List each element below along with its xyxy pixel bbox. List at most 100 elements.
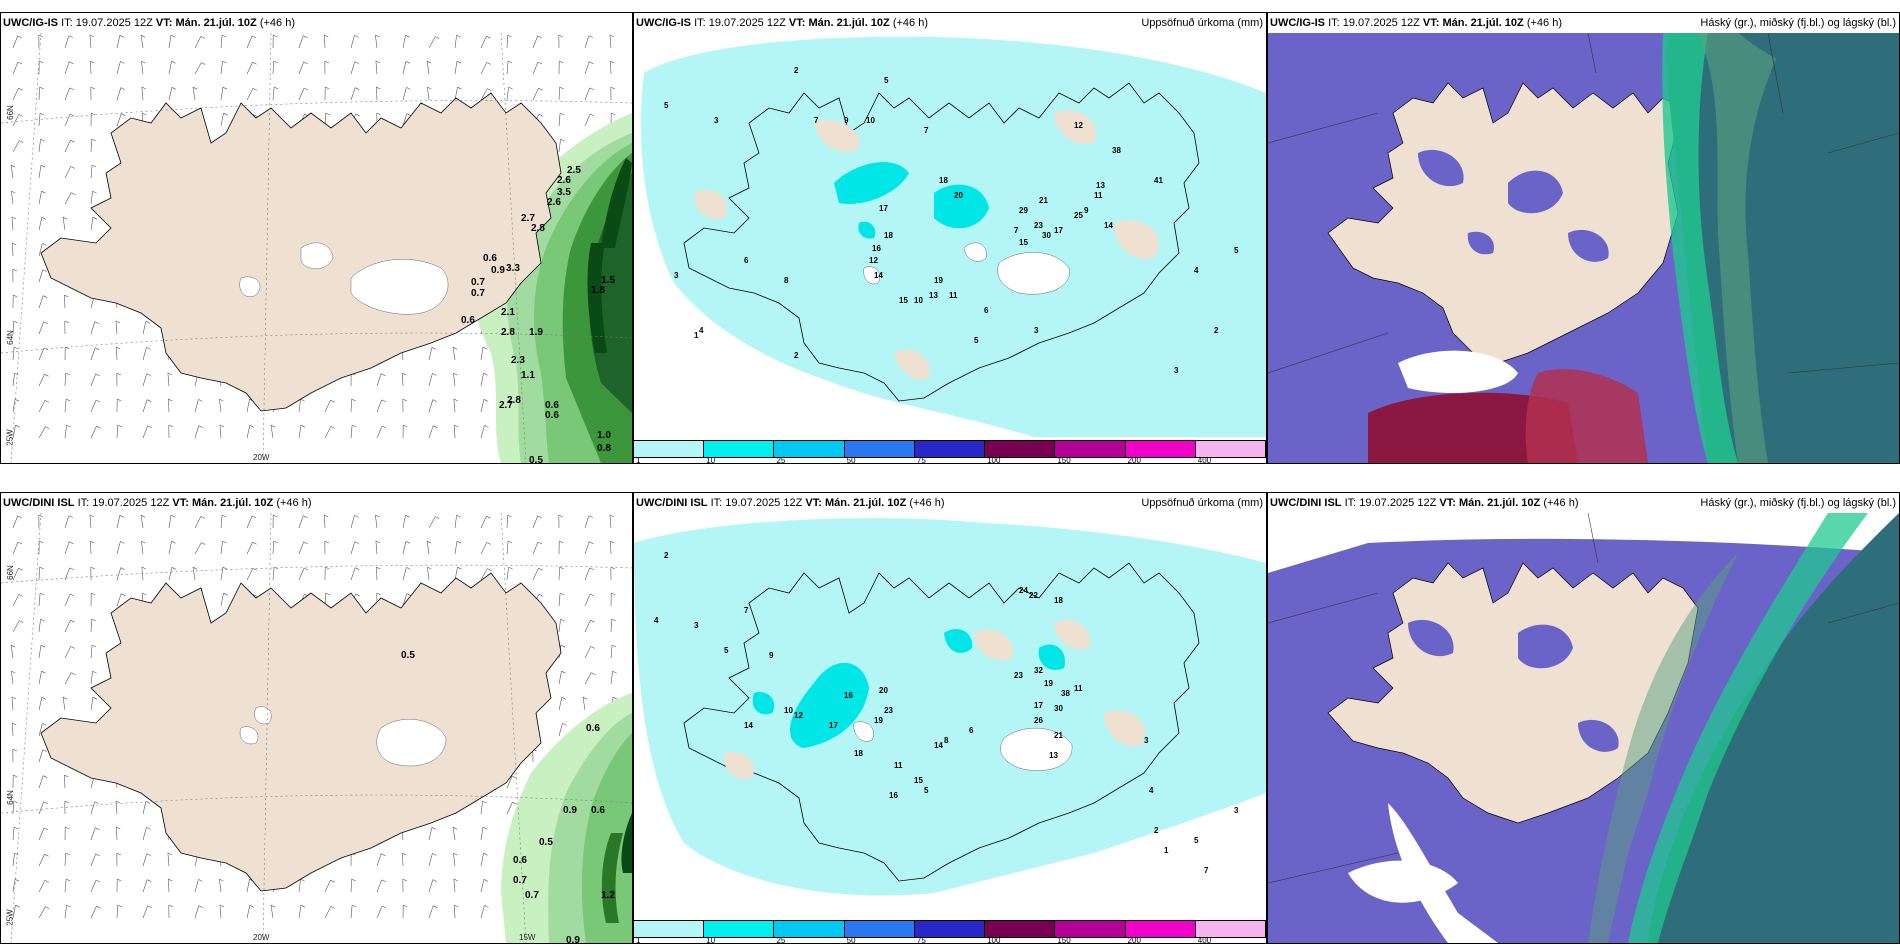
wind-barb-flag xyxy=(486,542,492,545)
value-label: 13 xyxy=(1049,751,1058,760)
wind-barb xyxy=(220,87,224,101)
wind-barb xyxy=(506,802,513,815)
wind-barb xyxy=(116,593,122,607)
wind-barb xyxy=(90,321,96,335)
wind-barb xyxy=(64,87,70,101)
wind-barb-flag xyxy=(117,878,122,882)
wind-barb xyxy=(142,801,147,815)
wind-barb-flag xyxy=(68,515,73,518)
wind-barb-flag xyxy=(15,904,20,908)
wind-barb xyxy=(350,87,356,101)
wind-barb xyxy=(116,346,118,361)
wind-barb xyxy=(480,36,487,49)
wind-barb-flag xyxy=(192,86,198,90)
wind-barb xyxy=(376,373,382,387)
value-label: 7 xyxy=(1204,866,1209,875)
wind-barb-flag xyxy=(351,878,356,882)
wind-barb-flag xyxy=(273,34,278,38)
wind-barb xyxy=(246,425,251,439)
wind-barb-flag xyxy=(222,566,228,570)
wind-barb-flag xyxy=(14,852,19,856)
wind-barb xyxy=(270,905,274,919)
wind-barb-flag xyxy=(44,880,50,883)
wind-barb-flag xyxy=(91,644,97,648)
value-label: 17 xyxy=(1054,226,1063,235)
wind-barb xyxy=(558,723,563,737)
wind-barb xyxy=(558,671,562,685)
wind-barb xyxy=(12,905,16,919)
wind-barb xyxy=(298,515,304,529)
wind-barb-flag xyxy=(147,399,152,402)
wind-barb-flag xyxy=(66,424,71,428)
wind-barb xyxy=(12,140,20,153)
it-time: 19.07.2025 12Z xyxy=(75,17,153,29)
wind-barb xyxy=(90,671,93,685)
wind-barb-flag xyxy=(38,34,43,38)
panel-precip-igis: UWC/IG-IS IT: 19.07.2025 12Z VT: Mán. 21… xyxy=(633,12,1267,464)
value-label: 1 xyxy=(1164,846,1169,855)
value-label: 13 xyxy=(1096,181,1105,190)
value-label: 1.2 xyxy=(601,890,615,901)
legend-swatch xyxy=(1125,921,1196,937)
wind-barb xyxy=(62,217,66,231)
map-area: 0.5 0.6 0.9 0.6 0.5 0.6 0.7 0.7 1.2 0.9 66N 64N 2… xyxy=(1,513,632,943)
wind-barb xyxy=(64,61,70,75)
wind-barb-flag xyxy=(330,879,335,883)
wind-barb xyxy=(298,35,304,49)
wind-barb xyxy=(167,372,170,387)
wind-barb-flag xyxy=(41,190,46,194)
wind-barb xyxy=(532,568,539,581)
wind-barb-flag xyxy=(12,748,17,752)
precip-legend: 1 10 25 50 75 100 150 200 400 xyxy=(634,917,1266,943)
wind-barb-flag xyxy=(612,670,617,674)
wind-barb xyxy=(64,567,70,581)
wind-barb xyxy=(350,904,353,919)
wind-barb-flag xyxy=(558,514,563,518)
legend-colorbar xyxy=(634,920,1266,938)
wind-barb-flag xyxy=(456,514,461,518)
wind-barb-flag xyxy=(95,879,101,883)
wind-barb xyxy=(402,567,407,581)
lon-label-25: 25W xyxy=(5,429,15,446)
value-label: 0.9 xyxy=(566,935,580,943)
wind-barb-flag xyxy=(18,567,23,571)
wind-barb-flag xyxy=(273,60,278,64)
wind-barb xyxy=(298,399,301,413)
wind-barb-flag xyxy=(375,514,380,518)
green-gust-field xyxy=(472,113,632,463)
wind-barb-flag xyxy=(40,618,45,622)
wind-barb-flag xyxy=(39,592,45,596)
wind-barb xyxy=(428,347,433,361)
wind-barb xyxy=(350,567,356,581)
wind-barb-flag xyxy=(427,86,432,90)
wind-barb-flag xyxy=(19,620,24,623)
wind-barb-flag xyxy=(69,61,74,64)
wind-barb-flag xyxy=(324,540,329,544)
value-label: 0.6 xyxy=(545,400,559,411)
wind-barb xyxy=(167,852,170,867)
wind-barb-flag xyxy=(453,372,458,376)
wind-barb xyxy=(12,373,15,387)
wind-barb-flag xyxy=(95,399,101,403)
wind-barb-flag xyxy=(70,619,75,623)
wind-barb xyxy=(428,879,434,893)
it-label: IT: xyxy=(710,497,723,509)
wind-barb xyxy=(64,192,72,205)
value-label: 17 xyxy=(829,721,838,730)
value-label: 9 xyxy=(769,651,774,660)
wind-barb-flag xyxy=(402,878,407,882)
value-label: 8 xyxy=(944,736,949,745)
legend-swatch xyxy=(914,921,986,937)
wind-barb-flag xyxy=(537,61,543,65)
wind-barb xyxy=(246,62,253,75)
wind-barb xyxy=(12,879,16,893)
wind-barb-flag xyxy=(324,514,329,518)
wind-barb xyxy=(298,541,304,555)
wind-barb-flag xyxy=(201,542,206,545)
wind-barb-flag xyxy=(375,540,381,544)
wind-barb xyxy=(116,35,121,49)
wind-barb xyxy=(12,541,19,555)
wind-barb-flag xyxy=(94,801,99,804)
value-label: 30 xyxy=(1054,704,1063,713)
vt-time: Mán. 21.júl. 10Z xyxy=(824,497,907,509)
